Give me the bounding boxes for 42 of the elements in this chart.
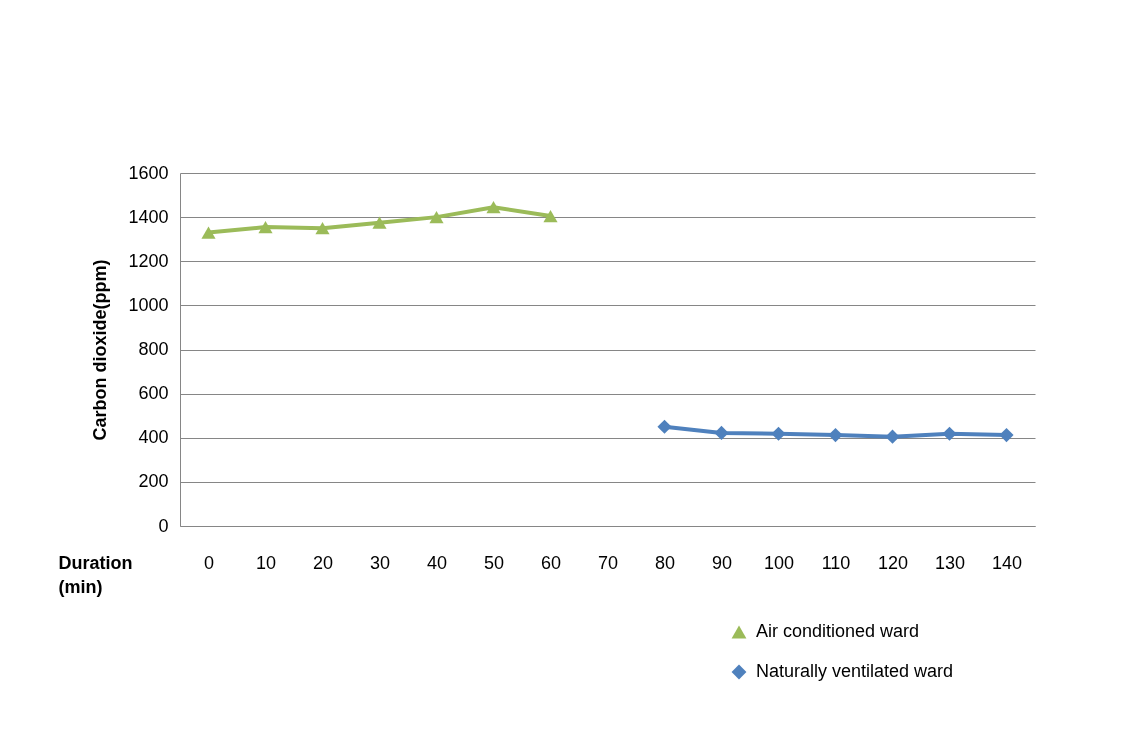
y-tick-label: 1200 <box>128 250 169 271</box>
x-tick-label: 80 <box>654 552 676 573</box>
point <box>429 211 444 224</box>
y-tick-label: 1600 <box>128 162 169 183</box>
x-tick-label: 0 <box>203 552 215 573</box>
x-tick-label: 60 <box>540 552 562 573</box>
x-tick-label: 100 <box>763 552 795 573</box>
x-tick-label: 20 <box>312 552 334 573</box>
x-tick-label: 50 <box>483 552 505 573</box>
x-tick-label: 90 <box>711 552 733 573</box>
point <box>657 419 672 434</box>
y-tick-label: 400 <box>138 427 169 448</box>
point <box>771 426 786 441</box>
x-tick-label: 10 <box>255 552 277 573</box>
point <box>258 220 273 234</box>
legend-label: Naturally ventilated ward <box>756 661 954 681</box>
point <box>543 209 558 223</box>
x-tick-label: 30 <box>369 552 391 573</box>
point <box>942 426 957 441</box>
y-axis-title: Carbon dioxide(ppm) <box>90 259 111 441</box>
point <box>828 428 843 443</box>
y-tick-label: 1000 <box>128 294 169 315</box>
y-tick-label: 200 <box>138 471 169 492</box>
point <box>372 216 387 229</box>
x-tick-label: 110 <box>821 552 851 573</box>
y-tick-label: 800 <box>138 339 169 359</box>
x-tick-label: 40 <box>426 552 448 573</box>
point <box>714 425 729 440</box>
y-tick-label: 600 <box>138 383 169 404</box>
x-axis-title: Duration (min) <box>58 552 133 597</box>
point <box>315 222 330 235</box>
point <box>999 428 1014 443</box>
x-tick-label: 140 <box>991 552 1023 573</box>
point <box>486 201 501 214</box>
point <box>885 429 900 444</box>
x-tick-label: 120 <box>877 552 909 573</box>
point <box>201 226 216 239</box>
x-tick-label: 130 <box>934 552 966 573</box>
x-tick-label: 70 <box>597 552 619 573</box>
y-tick-label: 0 <box>158 515 169 536</box>
legend-label: Air conditioned ward <box>756 621 920 641</box>
y-tick-label: 1400 <box>128 206 169 227</box>
